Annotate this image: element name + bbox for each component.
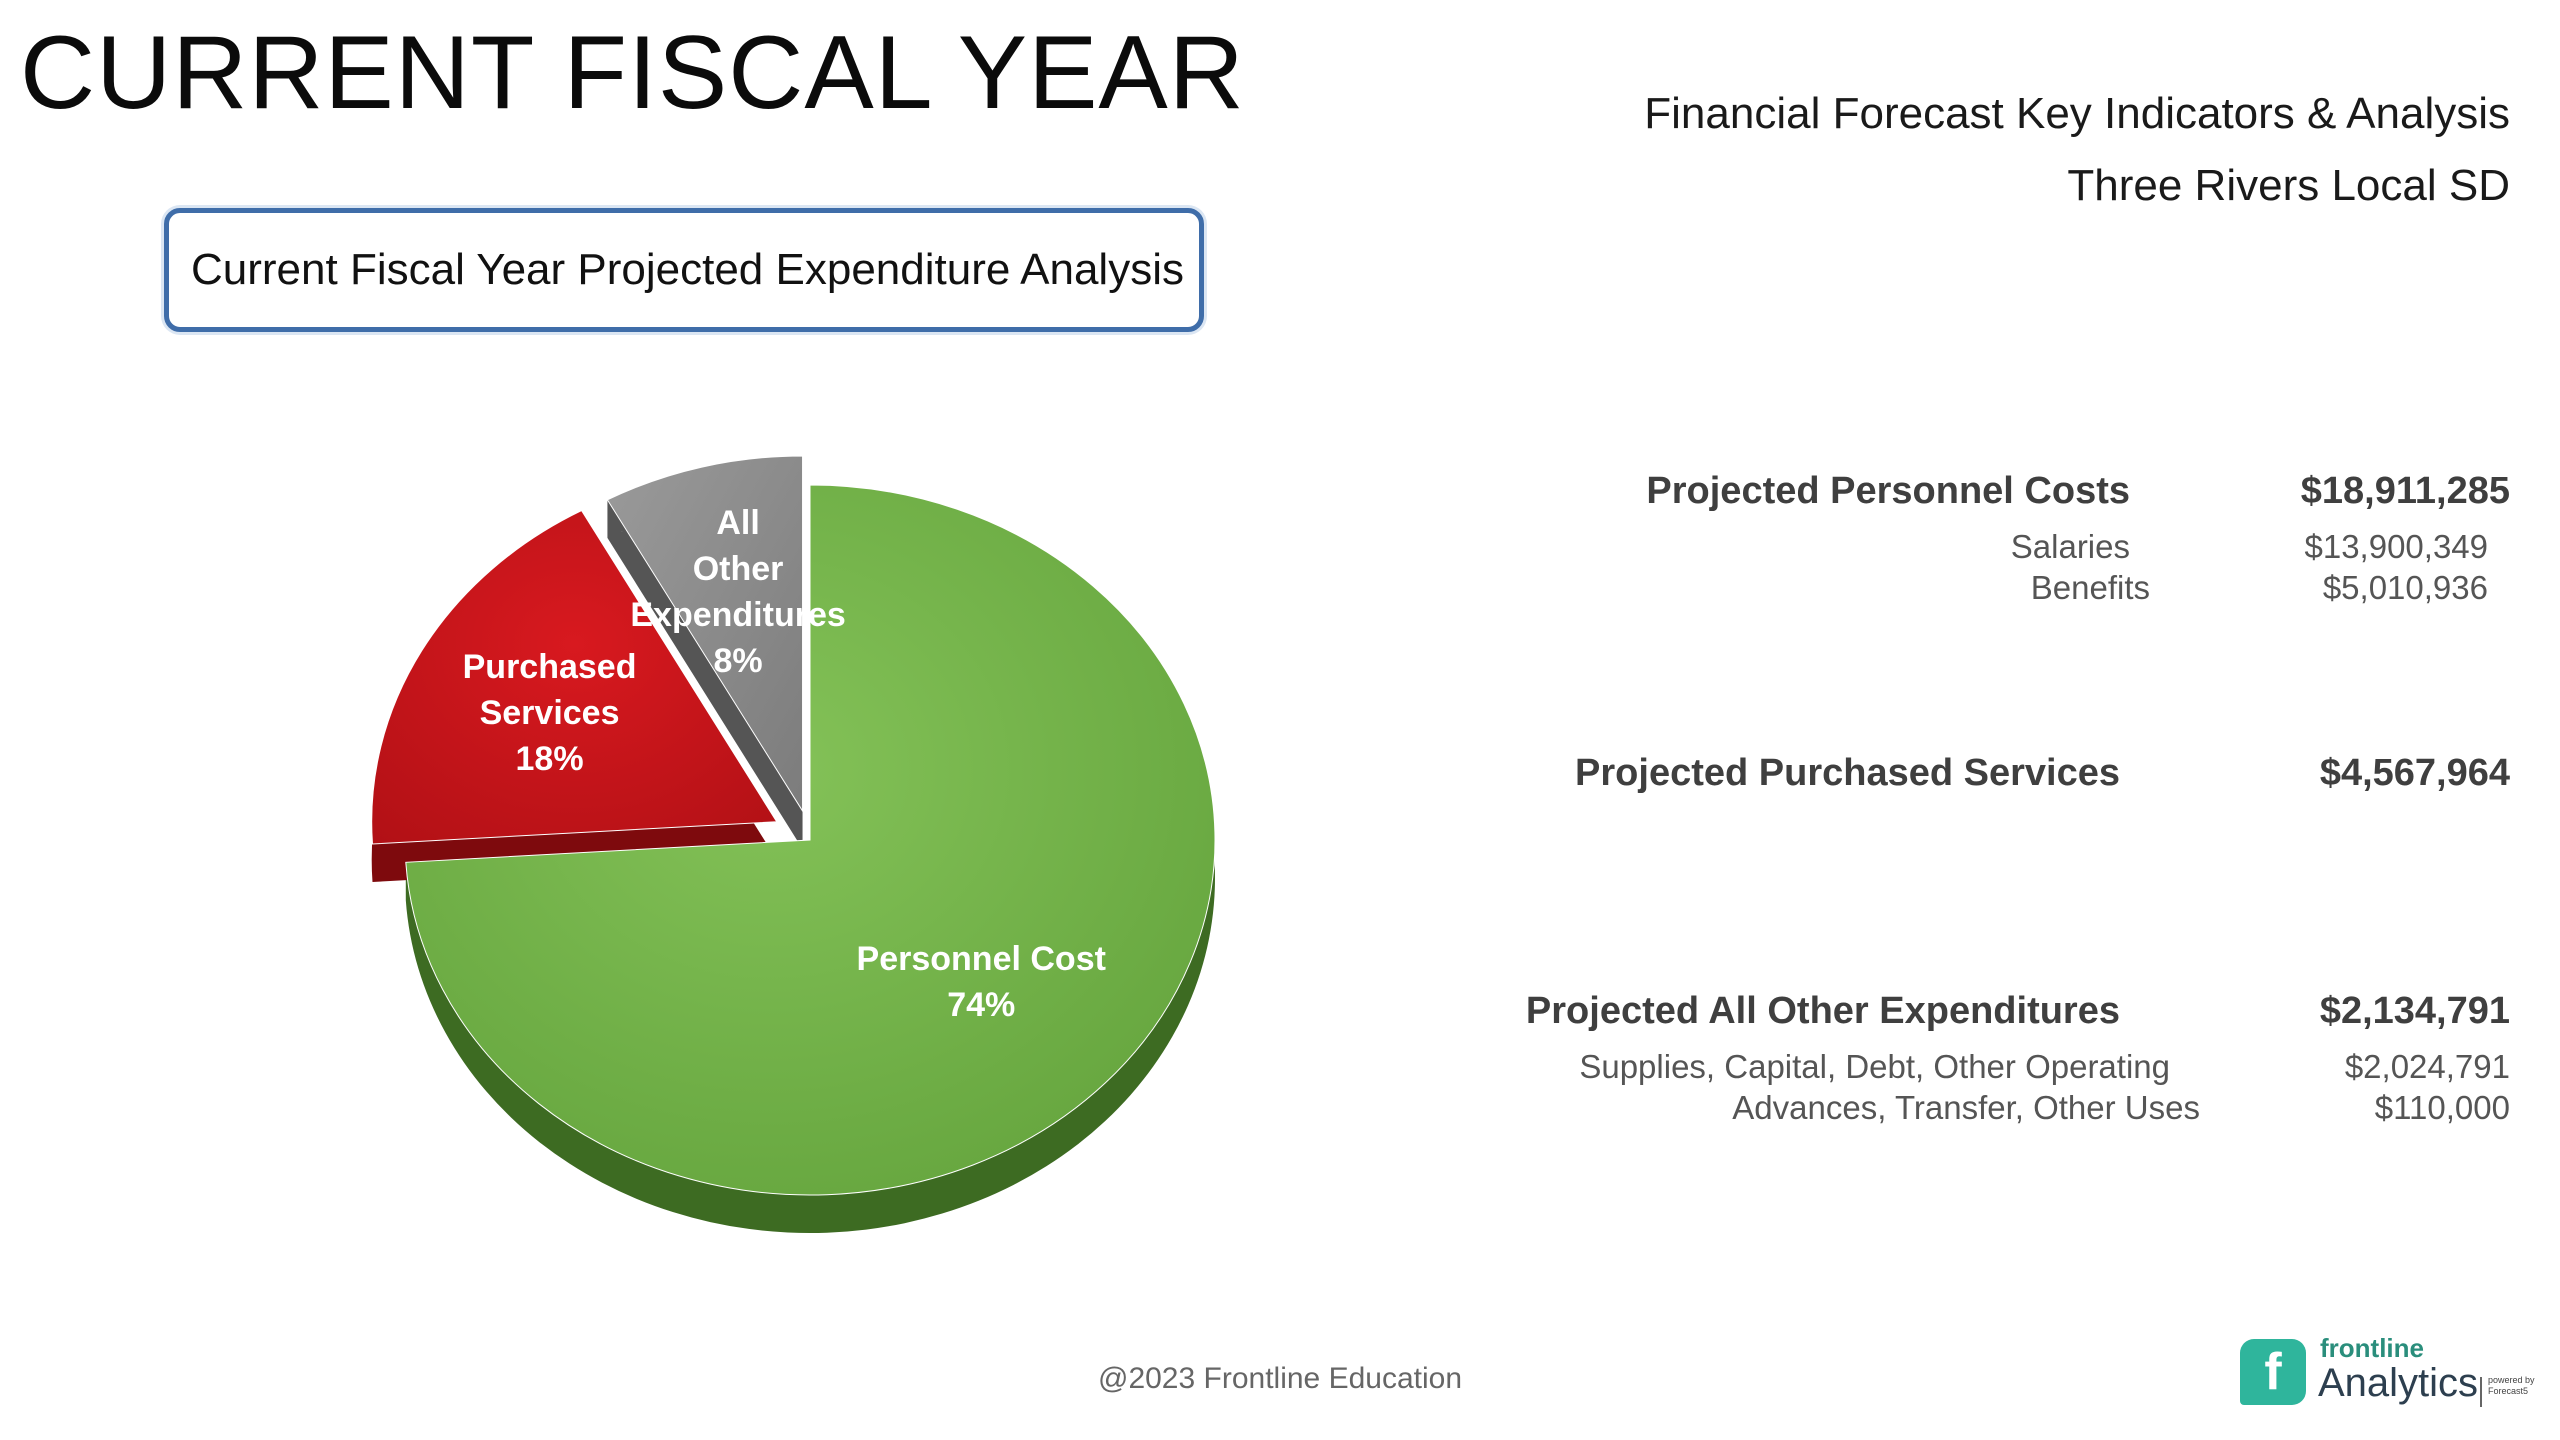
other-expenditures-label: Projected All Other Expenditures [1525, 990, 2120, 1032]
logo-powered-by: powered by Forecast5 [2488, 1375, 2535, 1396]
personnel-costs-amount: $18,911,285 [2300, 470, 2510, 512]
frontline-analytics-logo: f frontline Analytics powered by Forecas… [2240, 1333, 2545, 1413]
benefits-amount: $5,010,936 [2322, 569, 2488, 606]
district-name: Three Rivers Local SD [2067, 161, 2510, 210]
report-subtitle: Financial Forecast Key Indicators & Anal… [1644, 89, 2510, 138]
pie-slice-personnel [405, 484, 1216, 1196]
expenditure-pie-chart: Personnel Cost 74% Purchased Services 18%All… [371, 455, 1216, 1233]
logo-divider [2480, 1377, 2482, 1407]
pie-labels: Personnel Cost 74% Purchased Services 18%All… [463, 504, 1106, 1024]
pie-top-layer [371, 455, 1216, 1196]
logo-brand-text: frontline [2320, 1333, 2424, 1363]
supplies-label: Supplies, Capital, Debt, Other Operating [1579, 1048, 2170, 1085]
pie-slice-other [606, 455, 804, 813]
logo-product-text: Analytics [2318, 1361, 2479, 1405]
advances-label: Advances, Transfer, Other Uses [1732, 1089, 2200, 1126]
salaries-amount: $13,900,349 [2304, 528, 2488, 565]
personnel-costs-label: Projected Personnel Costs [1646, 470, 2130, 512]
supplies-amount: $2,024,791 [2344, 1048, 2510, 1085]
copyright-footer: @2023 Frontline Education [1097, 1362, 1462, 1395]
pie-label-personnel: Personnel Cost 74% [857, 940, 1106, 1024]
other-expenditures-amount: $2,134,791 [2319, 990, 2510, 1032]
chart-title: Current Fiscal Year Projected Expenditur… [191, 245, 1184, 294]
advances-amount: $110,000 [2374, 1089, 2510, 1126]
report-header: Financial Forecast Key Indicators & Anal… [1644, 78, 2510, 222]
purchased-services-amount: $4,567,964 [2319, 752, 2510, 794]
salaries-label: Salaries [2010, 528, 2130, 565]
frontline-logo-icon: f [2240, 1339, 2306, 1405]
pie-slice-purchased [371, 509, 778, 845]
page-title: CURRENT FISCAL YEAR [20, 15, 1245, 131]
purchased-services-label: Projected Purchased Services [1575, 752, 2120, 794]
benefits-label: Benefits [2030, 569, 2150, 606]
pie-label-other: All Other Expenditures 8% [630, 504, 845, 680]
chart-title-box: Current Fiscal Year Projected Expenditur… [164, 208, 1204, 332]
pie-label-purchased: Purchased Services 18% [463, 648, 637, 778]
